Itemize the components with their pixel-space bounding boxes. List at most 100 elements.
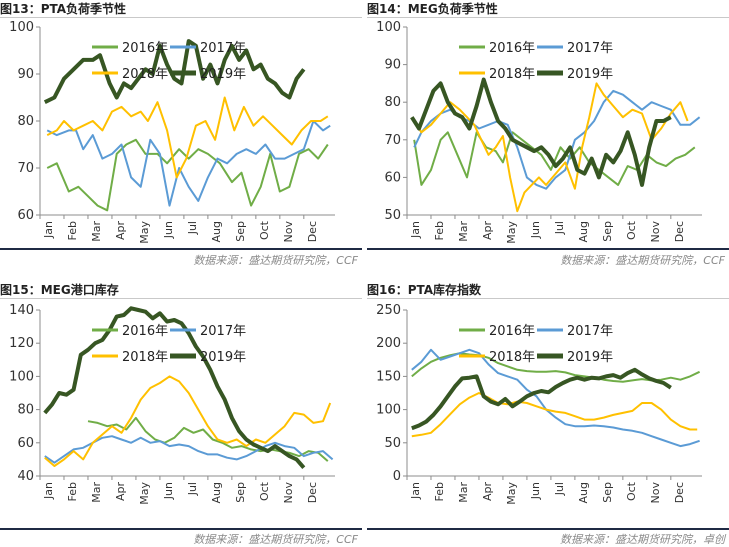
divider: [367, 17, 729, 18]
x-tick-label: Feb: [433, 482, 446, 501]
legend-label-2016: 2016年: [489, 324, 535, 339]
x-tick-label: Jan: [409, 482, 422, 500]
x-tick-label: Jun: [162, 482, 175, 500]
x-tick-label: Aug: [210, 482, 223, 503]
series-line-2018: [413, 82, 689, 213]
divider: [367, 248, 729, 250]
legend-label-2018: 2018年: [122, 67, 168, 82]
chart-svg: 50 60 70 80 90 100 Jan Feb Mar Apr May Jun Jul Aug Sep…: [376, 20, 702, 244]
chart-panel-meg-port-inventory: 图15：MEG港口库存 40 60 80 100 120 140 Jan Feb Mar Apr M…: [0, 281, 362, 547]
chart-title: 图15：MEG港口库存: [0, 283, 119, 297]
y-tick-label: 80: [384, 95, 401, 110]
y-tick-label: 80: [17, 114, 34, 129]
divider: [367, 528, 729, 530]
chart-svg: 60 70 80 90 100 Jan Feb Mar Apr May Jun Jul Aug Sep Oc…: [9, 20, 335, 244]
legend-label-2016: 2016年: [122, 41, 168, 56]
legend-label-2017: 2017年: [200, 324, 246, 339]
x-tick-label: Apr: [114, 221, 127, 241]
series-line-2016: [46, 138, 329, 212]
x-tick-label: Nov: [282, 482, 295, 504]
series-line-2018: [46, 96, 329, 179]
legend-label-2017: 2017年: [200, 41, 246, 56]
chart-title: 图13：PTA负荷季节性: [0, 2, 127, 16]
x-tick-label: Sep: [601, 482, 614, 503]
series-line-2019: [43, 306, 306, 470]
x-tick-label: Aug: [577, 221, 590, 242]
x-tick-label: May: [138, 221, 151, 244]
x-tick-label: Mar: [90, 221, 103, 242]
chart-title: 图14：MEG负荷季节性: [367, 2, 498, 16]
series-line-2019: [410, 77, 672, 187]
x-tick-label: Oct: [625, 220, 638, 240]
x-tick-label: Mar: [457, 482, 470, 503]
x-tick-label: Mar: [457, 221, 470, 242]
legend-label-2019: 2019年: [200, 67, 246, 82]
legend-label-2017: 2017年: [567, 41, 613, 56]
chart-panel-pta-inventory-index: 图16：PTA库存指数 0 50 100 150 200 250 Jan Feb Mar Apr M…: [367, 281, 729, 547]
divider: [0, 528, 362, 530]
legend-label-2018: 2018年: [489, 350, 535, 365]
y-tick-label: 250: [376, 303, 401, 318]
x-tick-label: May: [138, 482, 151, 505]
y-tick-label: 60: [384, 170, 401, 185]
source-note: 数据来源：盛达期货研究院，卓创: [560, 533, 725, 546]
y-tick-label: 100: [9, 369, 34, 384]
x-tick-label: Feb: [433, 221, 446, 240]
y-tick-label: 100: [9, 20, 34, 35]
y-tick-label: 200: [376, 336, 401, 351]
legend-label-2019: 2019年: [567, 350, 613, 365]
legend-label-2016: 2016年: [122, 324, 168, 339]
x-tick-label: Apr: [114, 482, 127, 502]
x-tick-label: Aug: [210, 221, 223, 242]
x-tick-label: Oct: [258, 481, 271, 501]
x-tick-label: Dec: [306, 482, 319, 503]
x-tick-label: Dec: [673, 221, 686, 242]
series-line-2018: [411, 392, 698, 438]
divider: [367, 298, 729, 299]
legend-label-2019: 2019年: [567, 67, 613, 82]
legend-label-2017: 2017年: [567, 324, 613, 339]
chart-panel-pta-load: 图13：PTA负荷季节性 60 70 80 90 100 Jan Feb Mar Apr May J…: [0, 0, 362, 270]
x-tick-label: Jun: [162, 221, 175, 239]
legend-label-2018: 2018年: [122, 350, 168, 365]
y-tick-label: 50: [384, 436, 401, 451]
x-tick-label: Jan: [42, 482, 55, 500]
x-tick-label: May: [505, 221, 518, 244]
x-tick-label: Jan: [42, 221, 55, 239]
divider: [0, 248, 362, 250]
x-tick-label: Jun: [529, 482, 542, 500]
y-tick-label: 40: [17, 469, 34, 484]
x-tick-label: Jul: [186, 482, 199, 496]
series-line-2017: [413, 89, 701, 190]
divider: [0, 298, 362, 299]
y-tick-label: 100: [376, 403, 401, 418]
x-tick-label: Dec: [306, 221, 319, 242]
y-tick-label: 80: [17, 403, 34, 418]
y-tick-label: 60: [17, 436, 34, 451]
x-tick-label: Jul: [553, 482, 566, 496]
x-tick-label: Mar: [90, 482, 103, 503]
series-line-2017: [46, 120, 331, 207]
x-tick-label: Nov: [649, 482, 662, 504]
legend-label-2018: 2018年: [489, 67, 535, 82]
x-tick-label: Jan: [409, 221, 422, 239]
chart-svg: 0 50 100 150 200 250 Jan Feb Mar Apr May Jun Jul Aug S…: [376, 303, 702, 505]
y-tick-label: 120: [9, 336, 34, 351]
y-tick-label: 70: [17, 161, 34, 176]
chart-title: 图16：PTA库存指数: [367, 283, 482, 297]
x-tick-label: Feb: [66, 482, 79, 501]
y-tick-label: 100: [376, 20, 401, 35]
x-tick-label: Oct: [258, 220, 271, 240]
source-note: 数据来源：盛达期货研究院，CCF: [193, 533, 358, 546]
y-tick-label: 140: [9, 303, 34, 318]
x-tick-label: Sep: [601, 221, 614, 242]
y-tick-label: 90: [17, 67, 34, 82]
x-tick-label: Apr: [481, 482, 494, 502]
y-tick-label: 70: [384, 133, 401, 148]
y-tick-label: 0: [393, 469, 401, 484]
x-tick-label: Sep: [234, 482, 247, 503]
y-tick-label: 90: [384, 58, 401, 73]
x-tick-label: Nov: [282, 221, 295, 243]
y-tick-label: 60: [17, 208, 34, 223]
series-line-2018: [44, 375, 332, 467]
